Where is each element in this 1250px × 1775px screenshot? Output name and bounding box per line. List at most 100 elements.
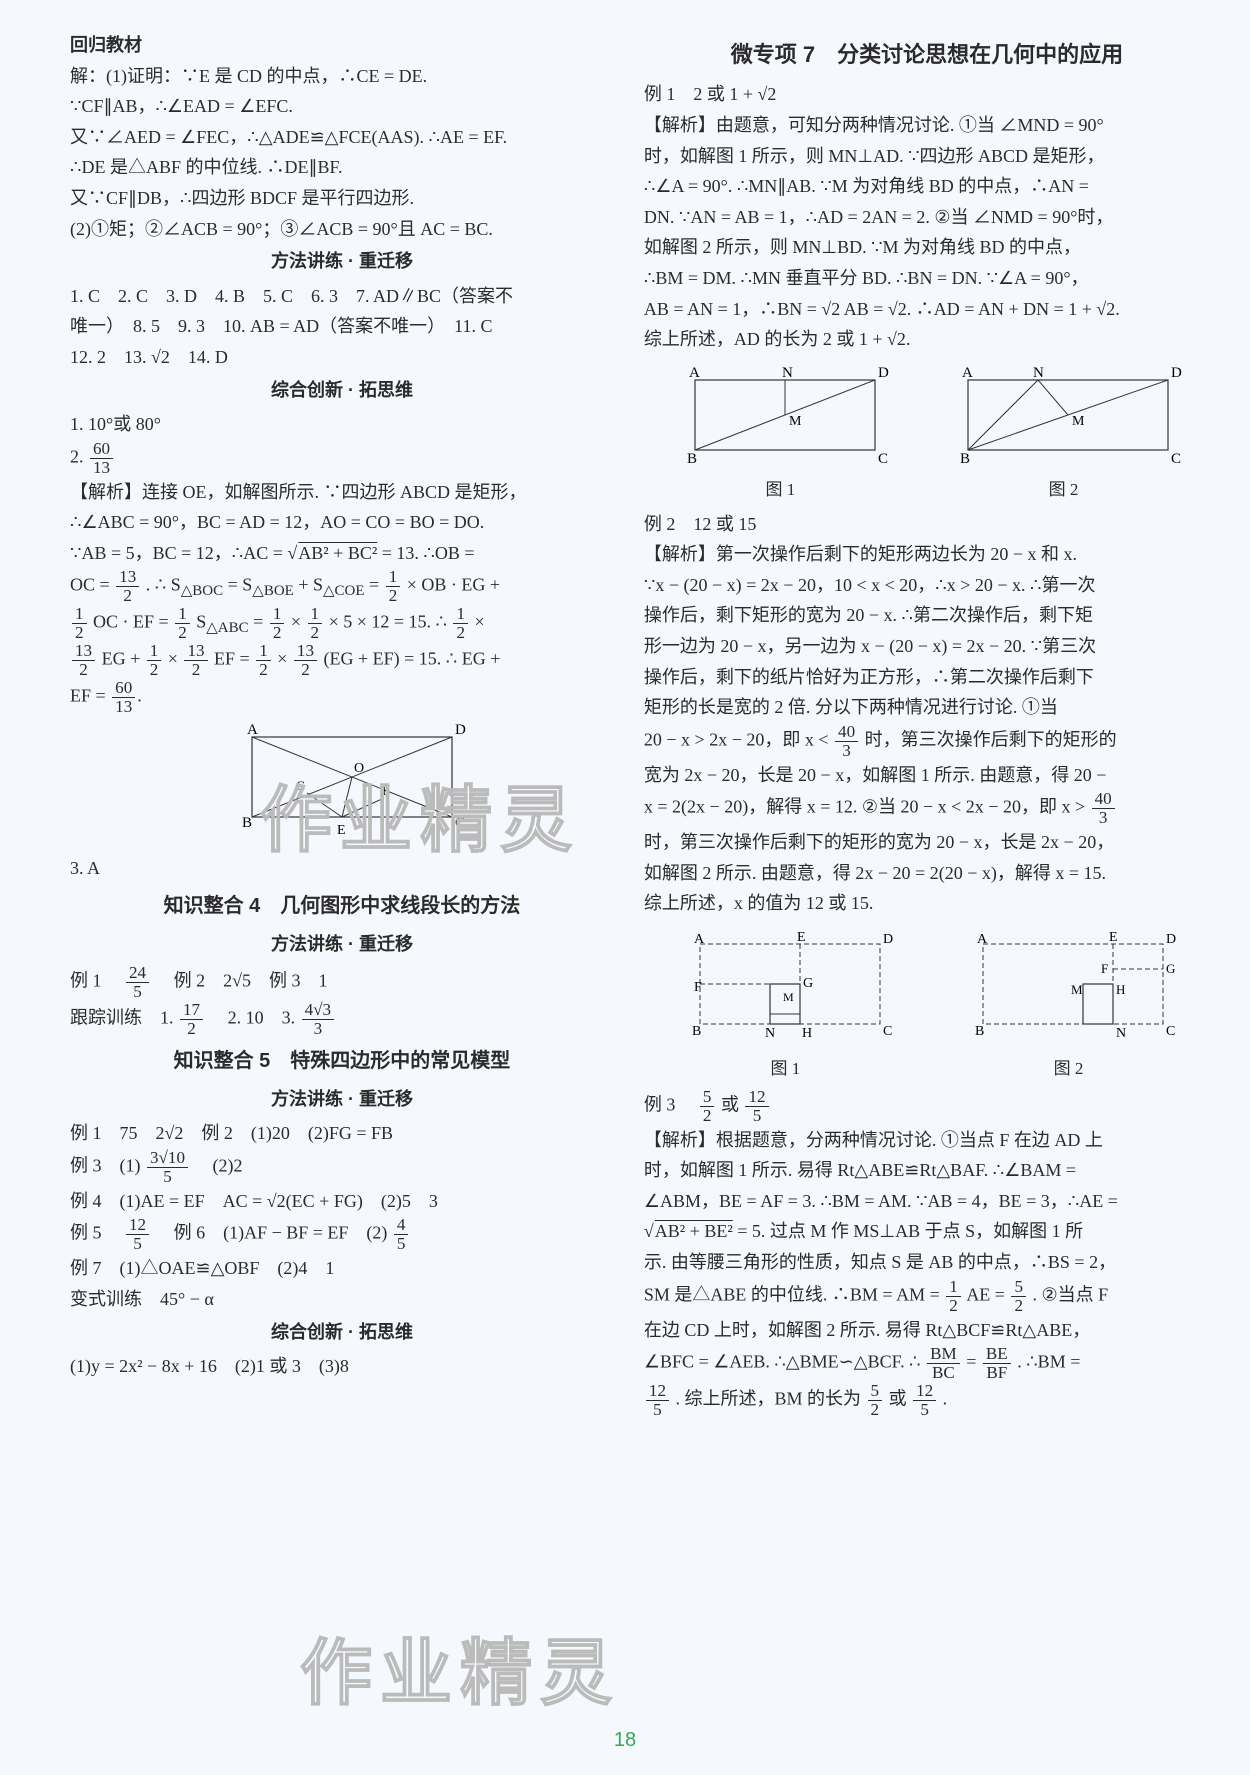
svg-text:E: E	[1109, 930, 1118, 945]
svg-text:N: N	[1033, 365, 1044, 381]
heading-return: 回归教材	[70, 30, 614, 61]
subheading-methods: 方法讲练 · 重迁移	[70, 246, 614, 277]
heading-5: 知识整合 5 特殊四边形中的常见模型	[70, 1044, 614, 1078]
left-column: 回归教材 解：(1)证明：∵E 是 CD 的中点，∴CE = DE. ∵CF∥A…	[70, 30, 614, 1419]
ex4-line: 例 1 245 例 2 2√5 例 3 1	[70, 964, 614, 1001]
line: 宽为 2x − 20，长是 20 − x，如解图 1 所示. 由题意，得 20 …	[644, 760, 1210, 791]
analysis-line: 12 OC · EF = 12 S△ABC = 12 × 12 × 5 × 12…	[70, 605, 614, 642]
analysis-line: 132 EG + 12 × 132 EF = 12 × 132 (EG + EF…	[70, 642, 614, 679]
line: 如解图 2 所示，则 MN⊥BD. ∵M 为对角线 BD 的中点，	[644, 232, 1210, 263]
figure-rect-abcd: A D B C O E G F	[212, 722, 472, 847]
line: ∠ABM，BE = AF = 3. ∴BM = AM. ∵AB = 4，BE =…	[644, 1186, 1210, 1217]
heading-4: 知识整合 4 几何图形中求线段长的方法	[70, 889, 614, 923]
svg-text:D: D	[1166, 932, 1176, 947]
svg-text:C: C	[1171, 451, 1181, 467]
caption-fig2b: 图 2	[953, 1055, 1183, 1084]
svg-text:B: B	[687, 451, 697, 467]
line: DN. ∵AN = AB = 1，∴AD = 2AN = 2. ②当 ∠NMD …	[644, 202, 1210, 233]
line: (2)①矩；②∠ACB = 90°；③∠ACB = 90°且 AC = BC.	[70, 214, 614, 245]
line: 125 . 综上所述，BM 的长为 52 或 125 .	[644, 1382, 1210, 1419]
line: 20 − x > 2x − 20，即 x < 403 时，第三次操作后剩下的矩形…	[644, 723, 1210, 760]
svg-text:A: A	[694, 932, 705, 947]
line: 如解图 2 所示. 由题意，得 2x − 20 = 2(20 − x)，解得 x…	[644, 858, 1210, 889]
svg-text:M: M	[783, 990, 794, 1004]
line: ∴∠A = 90°. ∴MN∥AB. ∵M 为对角线 BD 的中点，∴AN =	[644, 171, 1210, 202]
answer-2: 2. 6013	[70, 440, 614, 477]
svg-text:G: G	[1166, 961, 1175, 976]
figure-tu1b: AED FG BNHC M	[670, 929, 900, 1049]
analysis-line: 【解析】连接 OE，如解图所示. ∵四边形 ABCD 是矩形，	[70, 477, 614, 508]
line: 解：(1)证明：∵E 是 CD 的中点，∴CE = DE.	[70, 61, 614, 92]
line: 综上所述，x 的值为 12 或 15.	[644, 888, 1210, 919]
answer-3: 3. A	[70, 853, 614, 884]
svg-text:B: B	[692, 1024, 701, 1039]
line: 在边 CD 上时，如解图 2 所示. 易得 Rt△BCF≌Rt△ABE，	[644, 1315, 1210, 1346]
svg-text:F: F	[382, 783, 389, 798]
svg-text:C: C	[455, 815, 465, 831]
line: 操作后，剩下矩形的宽为 20 − x. ∴第二次操作后，剩下矩	[644, 600, 1210, 631]
svg-text:E: E	[337, 823, 346, 838]
svg-text:C: C	[1166, 1024, 1175, 1039]
svg-text:F: F	[1101, 961, 1108, 976]
figure-row-1: AND BC M 图 1 AND BC M 图 2	[644, 359, 1210, 505]
line: 时，如解图 1 所示. 易得 Rt△ABE≌Rt△BAF. ∴∠BAM =	[644, 1155, 1210, 1186]
line: ∵CF∥AB，∴∠EAD = ∠EFC.	[70, 91, 614, 122]
page-number: 18	[614, 1723, 636, 1757]
line: SM 是△ABE 的中位线. ∴BM = AM = 12 AE = 52 . ②…	[644, 1278, 1210, 1315]
figure-row-2: AED FG BNHC M 图 1 AED FG MH BNC	[644, 923, 1210, 1084]
subheading-6: 综合创新 · 拓思维	[70, 1317, 614, 1348]
a2-prefix: 2.	[70, 446, 88, 466]
line: ∵x − (20 − x) = 2x − 20，10 < x < 20，∴x >…	[644, 570, 1210, 601]
line: AB = AN = 1，∴BN = √2 AB = √2. ∴AD = AN +…	[644, 294, 1210, 325]
svg-text:D: D	[1171, 365, 1182, 381]
answers-line: 唯一） 8. 5 9. 3 10. AB = AD（答案不唯一） 11. C	[70, 311, 614, 342]
svg-text:E: E	[797, 930, 806, 945]
line: 时，第三次操作后剩下的矩形的宽为 20 − x，长是 2x − 20，	[644, 827, 1210, 858]
ex51: 例 1 75 2√2 例 2 (1)20 (2)FG = FB	[70, 1118, 614, 1149]
svg-text:G: G	[296, 778, 305, 793]
analysis: 【解析】由题意，可知分两种情况讨论. ①当 ∠MND = 90°	[644, 110, 1210, 141]
analysis-line: EF = 6013.	[70, 679, 614, 716]
line: ∴BM = DM. ∴MN 垂直平分 BD. ∴BN = DN. ∵∠A = 9…	[644, 263, 1210, 294]
line: 形一边为 20 − x，另一边为 x − (20 − x) = 2x − 20.…	[644, 631, 1210, 662]
svg-text:C: C	[883, 1024, 892, 1039]
svg-text:B: B	[242, 815, 252, 831]
answers-line: 1. C 2. C 3. D 4. B 5. C 6. 3 7. AD∥BC（答…	[70, 281, 614, 312]
line: ∴DE 是△ABF 的中位线. ∴DE∥BF.	[70, 152, 614, 183]
ex54: 例 4 (1)AE = EF AC = √2(EC + FG) (2)5 3	[70, 1186, 614, 1217]
figure-tu2b: AED FG MH BNC	[953, 929, 1183, 1049]
svg-text:D: D	[883, 932, 893, 947]
line: 操作后，剩下的纸片恰好为正方形，∴第二次操作后剩下	[644, 662, 1210, 693]
answer-1: 1. 10°或 80°	[70, 409, 614, 440]
subheading-innovate: 综合创新 · 拓思维	[70, 375, 614, 406]
figure-tu1: AND BC M	[665, 365, 895, 470]
heading-7: 微专项 7 分类讨论思想在几何中的应用	[644, 36, 1210, 73]
svg-text:O: O	[354, 761, 364, 776]
track-line: 跟踪训练 1. 172 2. 10 3. 4√33	[70, 1001, 614, 1038]
analysis-line: ∴∠ABC = 90°，BC = AD = 12，AO = CO = BO = …	[70, 507, 614, 538]
var-train: 变式训练 45° − α	[70, 1284, 614, 1315]
line: 又∵∠AED = ∠FEC，∴△ADE≌△FCE(AAS). ∴AE = EF.	[70, 122, 614, 153]
watermark-2: 作业精灵	[300, 1613, 620, 1735]
answers-line: 12. 2 13. √2 14. D	[70, 342, 614, 373]
svg-text:C: C	[878, 451, 888, 467]
svg-text:A: A	[977, 932, 988, 947]
line: 矩形的长是宽的 2 倍. 分以下两种情况进行讨论. ①当	[644, 692, 1210, 723]
svg-text:D: D	[455, 722, 466, 738]
ex3: 例 3 52 或 125	[644, 1088, 1210, 1125]
analysis: 【解析】根据题意，分两种情况讨论. ①当点 F 在边 AD 上	[644, 1125, 1210, 1156]
svg-text:D: D	[878, 365, 889, 381]
svg-text:N: N	[782, 365, 793, 381]
svg-text:A: A	[247, 722, 258, 738]
line: √AB² + BE² = 5. 过点 M 作 MS⊥AB 于点 S，如解图 1 …	[644, 1216, 1210, 1247]
frac-60-13: 6013	[90, 440, 113, 477]
svg-text:M: M	[789, 414, 802, 429]
svg-text:B: B	[960, 451, 970, 467]
ex55: 例 5 125 例 6 (1)AF − BF = EF (2) 45	[70, 1216, 614, 1253]
ex1: 例 1 2 或 1 + √2	[644, 79, 1210, 110]
line: 时，如解图 1 所示，则 MN⊥AD. ∵四边形 ABCD 是矩形，	[644, 141, 1210, 172]
svg-text:N: N	[765, 1026, 775, 1041]
svg-text:B: B	[975, 1024, 984, 1039]
caption-fig2: 图 2	[938, 476, 1188, 505]
line: ∠BFC = ∠AEB. ∴△BME∽△BCF. ∴ BMBC = BEBF .…	[644, 1345, 1210, 1382]
